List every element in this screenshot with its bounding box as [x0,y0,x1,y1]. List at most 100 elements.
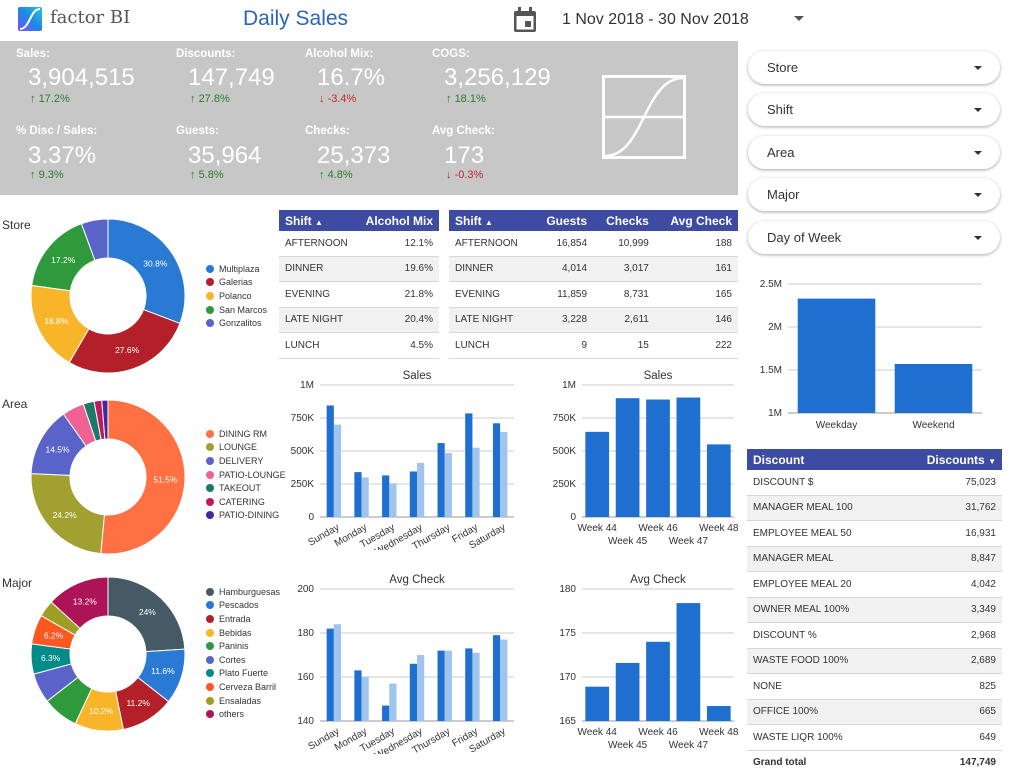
legend-item[interactable]: PATIO-LOUNGE [206,468,286,482]
bar[interactable] [409,471,417,517]
table-row[interactable]: LUNCH 4.5% [279,332,439,359]
bar[interactable] [676,603,701,721]
bar[interactable] [389,483,397,517]
caret-down-icon[interactable] [974,193,982,197]
legend-item[interactable]: Pescados [206,599,280,613]
table-row[interactable]: EMPLOYEE MEAL 50 16,931 [747,520,1002,547]
bar[interactable] [465,648,473,721]
table-row[interactable]: DISCOUNT % 2,968 [747,622,1002,649]
bar[interactable] [585,686,610,721]
bar[interactable] [706,706,731,721]
legend-item[interactable]: Entrada [206,612,280,626]
bar[interactable] [444,650,452,721]
bar[interactable] [389,683,397,721]
caret-down-icon[interactable] [974,151,982,155]
column-header-discounts[interactable]: Discounts ▼ [894,449,1002,470]
legend-item[interactable]: Cortes [206,653,280,667]
legend-item[interactable]: Paninis [206,639,280,653]
filter-day-of-week-dropdown[interactable]: Day of Week [748,221,1000,254]
table-row[interactable]: NONE 825 [747,673,1002,700]
table-row[interactable]: MANAGER MEAL 8,847 [747,546,1002,572]
legend-item[interactable]: Cerveza Barril [206,680,280,694]
bar[interactable] [326,628,334,721]
bar[interactable] [437,650,445,721]
bar[interactable] [797,298,876,413]
bar[interactable] [409,663,417,721]
bar[interactable] [417,655,425,721]
caret-down-icon[interactable] [974,108,982,112]
table-row[interactable]: DINNER 19.6% [279,256,439,282]
column-header-alcohol-mix[interactable]: Alcohol Mix [356,210,439,231]
legend-item[interactable]: Galerias [206,276,267,290]
column-header-discount[interactable]: Discount [747,449,895,470]
legend-item[interactable]: LOUNGE [206,441,286,455]
table-row[interactable]: MANAGER MEAL 100 31,762 [747,495,1002,521]
table-row[interactable]: AFTERNOON 12.1% [279,231,439,257]
bar[interactable] [361,677,369,721]
table-row[interactable]: EVENING 11,859 8,731 165 [449,281,738,308]
column-header-shift[interactable]: Shift ▲ [279,210,357,231]
bar[interactable] [492,423,501,517]
bar[interactable] [333,624,342,721]
bar[interactable] [382,475,390,517]
bar[interactable] [417,462,425,517]
bar[interactable] [615,662,640,721]
donut-slice[interactable] [50,576,109,630]
table-row[interactable]: LATE NIGHT 3,228 2,611 146 [449,307,738,333]
table-row[interactable]: AFTERNOON 16,854 10,999 188 [449,231,738,257]
table-row[interactable]: OWNER MEAL 100% 3,349 [747,597,1002,623]
legend-item[interactable]: Bebidas [206,626,280,640]
bar[interactable] [646,641,670,721]
bar[interactable] [585,431,610,517]
table-row[interactable]: DINNER 4,014 3,017 161 [449,256,738,282]
table-row[interactable]: OFFICE 100% 665 [747,699,1002,725]
legend-item[interactable]: Polanco [206,289,267,303]
bar[interactable] [382,705,390,721]
bar[interactable] [894,363,973,413]
bar[interactable] [472,652,480,721]
legend-item[interactable]: TAKEOUT [206,481,286,495]
column-header-checks[interactable]: Checks [593,210,655,231]
table-row[interactable]: DISCOUNT $75,023 [747,470,1002,496]
bar[interactable] [676,397,701,517]
table-row[interactable]: EMPLOYEE MEAL 20 4,042 [747,571,1002,598]
column-header-avg-check[interactable]: Avg Check [654,210,738,231]
caret-down-icon[interactable] [974,236,982,240]
legend-item[interactable]: San Marcos [206,303,267,317]
caret-down-icon[interactable] [974,66,982,70]
bar[interactable] [615,398,640,517]
legend-item[interactable]: DELIVERY [206,454,286,468]
bar[interactable] [500,431,508,517]
table-row[interactable]: LATE NIGHT 20.4% [279,307,439,333]
bar[interactable] [465,413,473,517]
column-header-shift[interactable]: Shift ▲ [449,210,534,231]
legend-item[interactable]: Hamburguesas [206,585,280,599]
donut-slice[interactable] [100,399,186,555]
bar[interactable] [500,639,508,721]
donut-slice[interactable] [30,473,105,555]
calendar-icon[interactable] [512,6,538,34]
filter-area-dropdown[interactable]: Area [748,136,1000,169]
legend-item[interactable]: DINING RM [206,427,286,441]
legend-item[interactable]: Plato Fuerte [206,667,280,681]
filter-major-dropdown[interactable]: Major [748,178,1000,211]
bar[interactable] [354,670,362,721]
chevron-down-icon[interactable] [794,16,804,21]
bar[interactable] [437,443,445,517]
table-row[interactable]: EVENING 21.8% [279,281,439,308]
legend-item[interactable]: CATERING [206,495,286,509]
filter-store-dropdown[interactable]: Store [748,51,1000,84]
legend-item[interactable]: PATIO-DINING [206,509,286,523]
bar[interactable] [646,399,670,517]
legend-item[interactable]: Gonzalitos [206,316,267,330]
bar[interactable] [492,635,501,721]
bar[interactable] [472,447,480,517]
table-row[interactable]: WASTE FOOD 100% 2,689 [747,648,1002,674]
bar[interactable] [361,477,369,517]
bar[interactable] [354,472,362,517]
donut-slice[interactable] [68,308,181,374]
bar[interactable] [326,405,334,517]
donut-slice[interactable] [107,218,186,325]
bar[interactable] [706,444,731,517]
table-row[interactable]: LUNCH 9 15 222 [449,332,738,359]
